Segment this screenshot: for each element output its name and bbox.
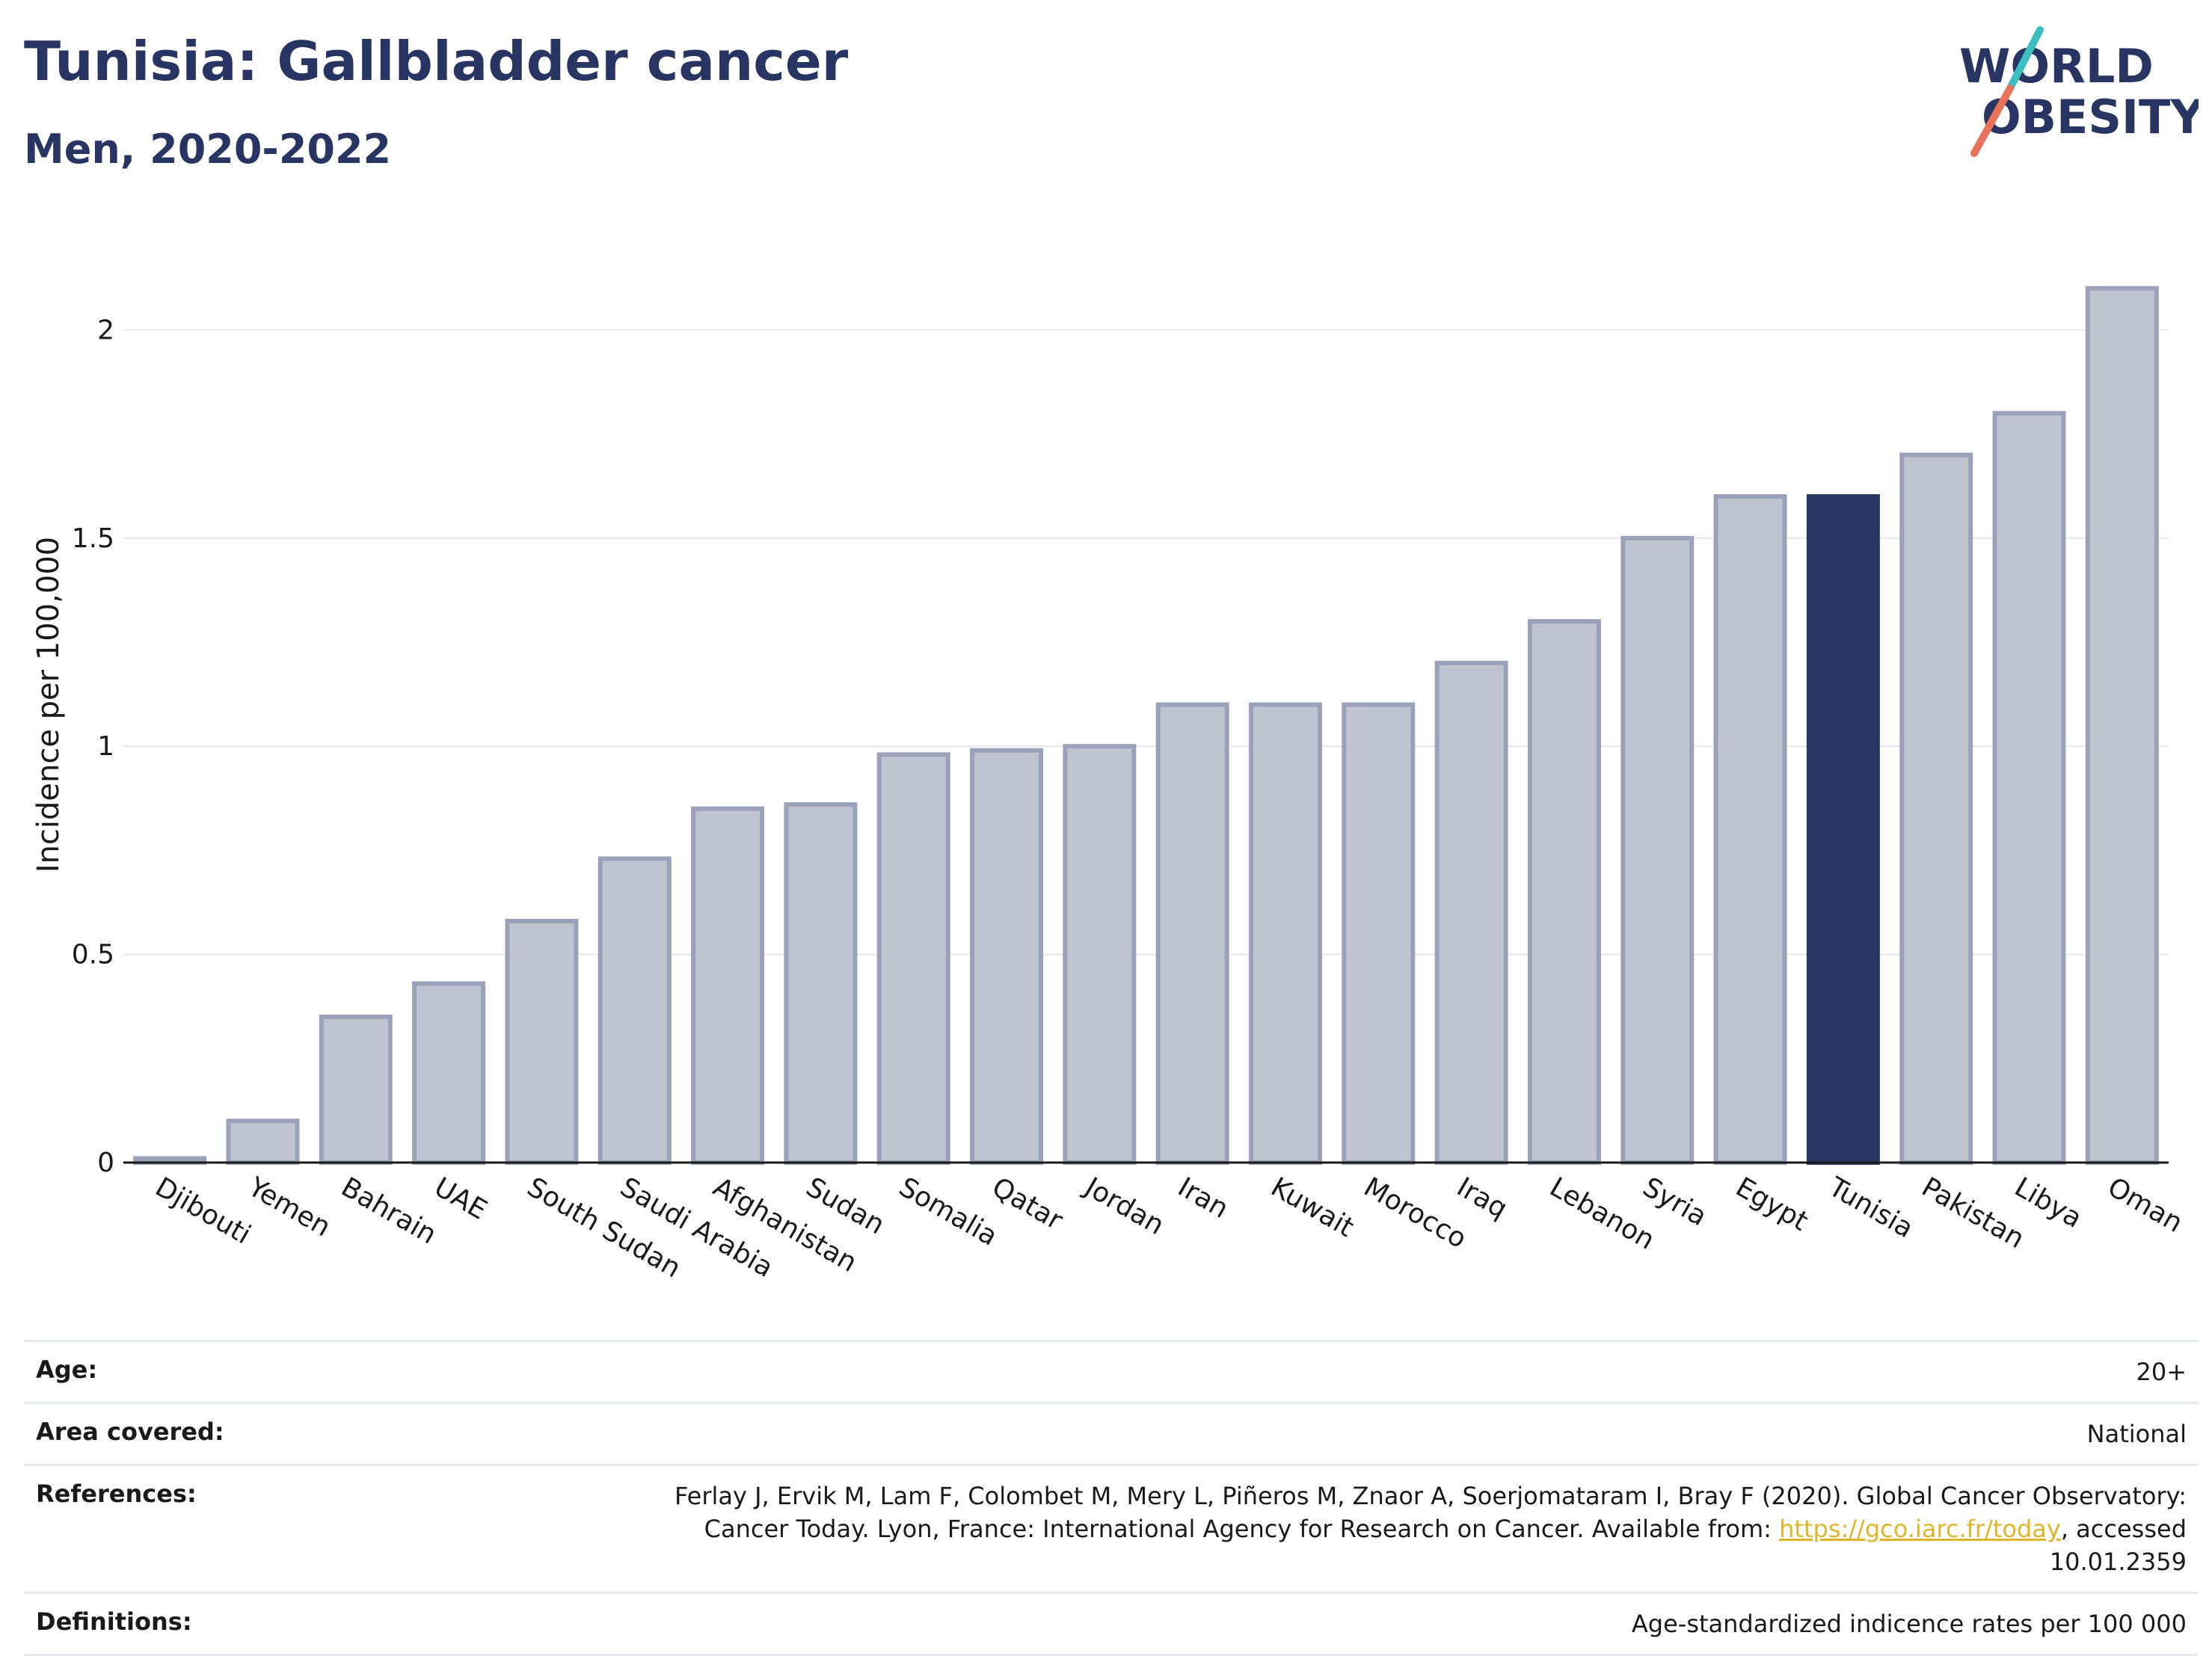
x-tick-label: Jordan <box>1078 1171 1169 1241</box>
references-accessed: , accessed 10.01.2359 <box>2049 1515 2187 1576</box>
age-value: 20+ <box>2136 1358 2187 1386</box>
definitions-value: Age-standardized indicence rates per 100… <box>1631 1610 2187 1638</box>
references-value: Ferlay J, Ervik M, Lam F, Colombet M, Me… <box>616 1480 2187 1578</box>
y-tick-label: 2 <box>97 315 114 345</box>
area-value: National <box>2086 1420 2187 1448</box>
y-tick-label: 1.5 <box>72 523 114 554</box>
x-tick-label: Lebanon <box>1544 1172 1659 1256</box>
x-tick-label: Djibouti <box>150 1172 256 1250</box>
definitions-label: Definitions: <box>36 1607 192 1636</box>
logo-slash-top <box>2006 26 2044 92</box>
bar-kuwait <box>1248 702 1322 1165</box>
bar-libya <box>1992 410 2066 1165</box>
x-tick-label: Kuwait <box>1265 1172 1359 1243</box>
references-text: Ferlay J, Ervik M, Lam F, Colombet M, Me… <box>675 1482 2187 1543</box>
y-tick-label: 0.5 <box>72 940 114 970</box>
meta-row-references: References: Ferlay J, Ervik M, Lam F, Co… <box>24 1464 2199 1592</box>
references-link[interactable]: https://gco.iarc.fr/today <box>1779 1515 2061 1543</box>
x-tick-label: Iran <box>1173 1172 1233 1225</box>
bar-oman <box>2085 286 2159 1166</box>
bar-afghanistan <box>691 806 765 1166</box>
x-tick-label: Oman <box>2102 1172 2187 1239</box>
bar-egypt <box>1713 494 1787 1165</box>
x-tick-label: South Sudan <box>522 1172 686 1284</box>
bar-iraq <box>1434 660 1508 1165</box>
chart-title: Tunisia: Gallbladder cancer <box>24 30 849 93</box>
bar-south-sudan <box>505 919 579 1165</box>
bar-iran <box>1155 702 1229 1165</box>
logo-slash-bottom <box>1970 84 2014 157</box>
bar-somalia <box>876 752 950 1165</box>
bar-jordan <box>1063 744 1137 1165</box>
meta-row-age: Age: 20+ <box>24 1340 2199 1402</box>
bar-bahrain <box>319 1015 393 1166</box>
y-axis-label: Incidence per 100,000 <box>31 537 66 873</box>
bar-yemen <box>226 1118 300 1166</box>
bar-uae <box>412 981 486 1166</box>
bar-chart: 0 0.5 1 1.5 2 Incidence per 100,000 DjiboutiYe… <box>31 286 2188 1284</box>
world-obesity-logo: WORLD OBESITY <box>1959 26 2199 157</box>
x-tick-label: Egypt <box>1730 1172 1813 1237</box>
area-label: Area covered: <box>36 1418 224 1446</box>
x-tick-label: Yemen <box>242 1172 336 1243</box>
logo-line1: WORLD <box>1959 39 2154 93</box>
x-tick-label: Bahrain <box>336 1172 441 1250</box>
x-tick-label: Pakistan <box>1917 1172 2030 1255</box>
y-tick-label: 0 <box>97 1148 114 1178</box>
bar-lebanon <box>1527 619 1601 1165</box>
bar-sudan <box>784 802 858 1165</box>
meta-row-definitions: Definitions: Age-standardized indicence … <box>24 1592 2199 1656</box>
x-tick-label: Iraq <box>1451 1172 1512 1225</box>
metadata-table: Age: 20+ Area covered: National Referenc… <box>24 1340 2199 1656</box>
bar-syria <box>1620 535 1695 1165</box>
bar-qatar <box>970 748 1044 1165</box>
bar-saudi-arabia <box>597 856 672 1165</box>
references-label: References: <box>36 1480 197 1508</box>
bar-pakistan <box>1899 452 1973 1165</box>
y-tick-label: 1 <box>97 731 114 762</box>
bar-tunisia <box>1806 494 1880 1165</box>
x-tick-label: UAE <box>429 1172 492 1225</box>
x-tick-label: Morocco <box>1359 1172 1472 1255</box>
bar-morocco <box>1342 702 1416 1165</box>
meta-row-area: Area covered: National <box>24 1402 2199 1464</box>
age-label: Age: <box>36 1355 98 1384</box>
x-tick-label: Tunisia <box>1823 1172 1919 1244</box>
x-tick-label: Somalia <box>894 1172 1002 1252</box>
chart-subtitle: Men, 2020-2022 <box>24 126 392 173</box>
logo-line2: OBESITY <box>1982 90 2199 144</box>
